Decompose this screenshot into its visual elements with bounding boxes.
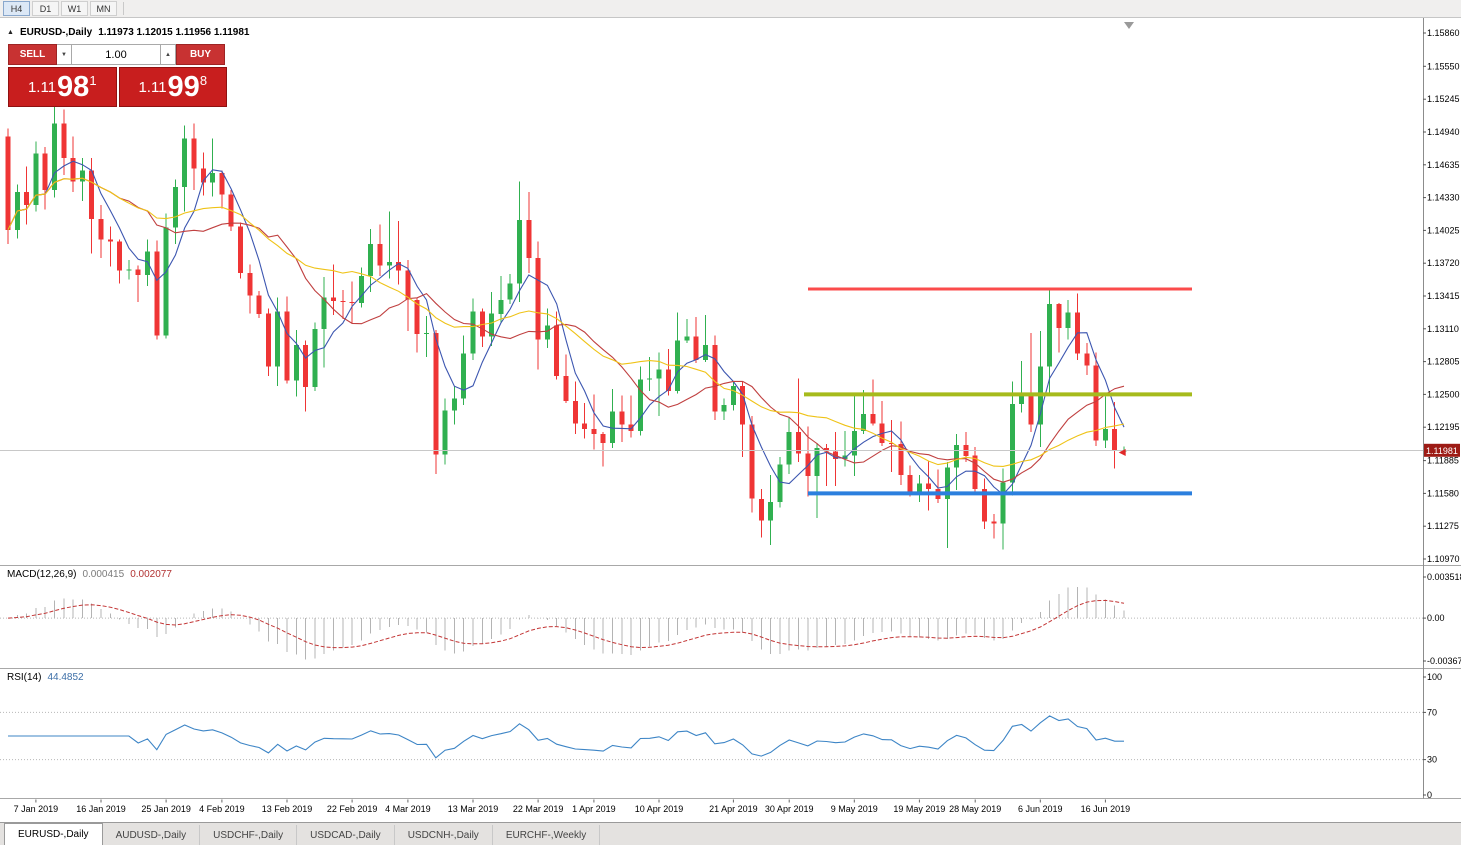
trendlines-layer[interactable] xyxy=(804,287,1192,496)
price-tick-label: 1.14025 xyxy=(1427,225,1460,235)
date-tick-label: 22 Mar 2019 xyxy=(513,804,564,814)
price-tick-label: 1.11580 xyxy=(1427,488,1459,498)
macd-tick-label: -0.00367 xyxy=(1427,656,1461,666)
moving-averages-layer xyxy=(7,160,1125,496)
chart-tab-audusd[interactable]: AUDUSD-,Daily xyxy=(103,825,201,845)
price-tick-label: 1.15550 xyxy=(1427,61,1460,71)
sell-price-base: 1.11 xyxy=(27,78,57,96)
date-tick-label: 1 Apr 2019 xyxy=(572,804,616,814)
volume-input[interactable] xyxy=(72,44,161,65)
chart-canvas[interactable]: 1.15860 1.15550 1.15245 1.14940 1.14635 1.143… xyxy=(0,18,1461,820)
buy-price-base: 1.11 xyxy=(138,78,167,96)
buy-button[interactable]: BUY xyxy=(176,44,225,65)
rsi-name: RSI(14) xyxy=(7,672,42,683)
timeframe-toolbar: H4 D1 W1 MN xyxy=(0,0,1461,18)
date-tick-label: 16 Jan 2019 xyxy=(76,804,126,814)
chart-tab-eurchf[interactable]: EURCHF-,Weekly xyxy=(493,825,601,845)
chart-symbol-title: EURUSD-,Daily xyxy=(19,27,93,38)
price-tick-label: 1.11885 xyxy=(1427,456,1459,466)
trade-controls-row: SELL ▼ ▲ BUY xyxy=(8,44,227,65)
trade-prices-row: 1.11 98 1 1.11 99 8 xyxy=(8,67,227,107)
price-tick-label: 1.13415 xyxy=(1427,291,1460,301)
price-tick-label: 1.15245 xyxy=(1427,94,1460,104)
chart-ohlc-readout: 1.11973 1.12015 1.11956 1.11981 xyxy=(98,27,250,38)
chart-header: ▲ EURUSD-,Daily 1.11973 1.12015 1.11956 … xyxy=(7,27,249,38)
date-tick-label: 4 Mar 2019 xyxy=(385,804,431,814)
macd-tick-label: 0.00 xyxy=(1427,613,1445,623)
date-tick-label: 7 Jan 2019 xyxy=(14,804,59,814)
current-price-badge xyxy=(1424,443,1460,457)
chart-tabs: EURUSD-,Daily AUDUSD-,Daily USDCHF-,Daily U… xyxy=(0,822,1461,845)
price-tick-label: 1.13110 xyxy=(1427,324,1459,334)
date-tick-label: 28 May 2019 xyxy=(949,804,1001,814)
rsi-line xyxy=(8,715,1124,759)
price-tick-label: 1.12805 xyxy=(1427,357,1460,367)
date-tick-label: 9 May 2019 xyxy=(831,804,878,814)
macd-label: MACD(12,26,9) 0.000415 0.002077 xyxy=(7,569,172,580)
price-tick-label: 1.12500 xyxy=(1427,389,1460,399)
macd-tick-label: 0.003518 xyxy=(1427,572,1461,582)
date-tick-label: 19 May 2019 xyxy=(893,804,945,814)
price-arrow-icon xyxy=(1118,449,1126,456)
price-tick-label: 1.15860 xyxy=(1427,28,1460,38)
rsi-tick-label: 30 xyxy=(1427,755,1437,765)
price-tick-label: 1.11275 xyxy=(1427,521,1459,531)
price-tick-label: 1.14330 xyxy=(1427,193,1460,203)
rsi-label: RSI(14) 44.4852 xyxy=(7,672,84,683)
sell-button[interactable]: SELL xyxy=(8,44,57,65)
buy-price-display[interactable]: 1.11 99 8 xyxy=(118,67,227,107)
rsi-value: 44.4852 xyxy=(47,672,84,683)
price-tick-label: 1.10970 xyxy=(1427,554,1460,564)
current-price-label: 1.11981 xyxy=(1426,446,1458,456)
price-tick-label: 1.13720 xyxy=(1427,258,1460,268)
collapse-trade-panel-icon[interactable]: ▲ xyxy=(7,29,14,36)
macd-main-value: 0.000415 xyxy=(82,569,125,580)
ma-line-13 xyxy=(7,177,1125,483)
macd-name: MACD(12,26,9) xyxy=(7,569,77,580)
chart-shift-icon[interactable] xyxy=(1124,22,1134,29)
date-tick-label: 4 Feb 2019 xyxy=(199,804,245,814)
chart-tab-usdchf[interactable]: USDCHF-,Daily xyxy=(200,825,298,845)
price-tick-label: 1.12195 xyxy=(1427,422,1460,432)
date-tick-label: 13 Feb 2019 xyxy=(262,804,313,814)
date-tick-label: 25 Jan 2019 xyxy=(141,804,191,814)
macd-signal-value: 0.002077 xyxy=(130,569,172,580)
chart-tab-eurusd[interactable]: EURUSD-,Daily xyxy=(4,823,103,845)
date-tick-label: 21 Apr 2019 xyxy=(709,804,758,814)
ma-line-21 xyxy=(7,177,1125,467)
date-tick-label: 30 Apr 2019 xyxy=(765,804,814,814)
volume-decrease-icon[interactable]: ▼ xyxy=(57,44,72,65)
date-tick-label: 10 Apr 2019 xyxy=(635,804,684,814)
volume-increase-icon[interactable]: ▲ xyxy=(161,44,176,65)
sell-price-display[interactable]: 1.11 98 1 xyxy=(8,67,117,107)
date-tick-label: 22 Feb 2019 xyxy=(327,804,378,814)
one-click-trading-panel: SELL ▼ ▲ BUY 1.11 98 1 1.11 99 8 xyxy=(8,44,227,107)
timeframe-button-h4[interactable]: H4 xyxy=(3,1,30,16)
price-tick-label: 1.14940 xyxy=(1427,127,1460,137)
chart-tab-usdcnh[interactable]: USDCNH-,Daily xyxy=(395,825,493,845)
sell-price-pips: 98 xyxy=(57,70,90,103)
rsi-tick-label: 0 xyxy=(1427,790,1432,800)
sell-price-pipette: 1 xyxy=(89,73,97,88)
rsi-tick-label: 100 xyxy=(1427,672,1442,682)
date-tick-label: 13 Mar 2019 xyxy=(448,804,499,814)
timeframe-button-d1[interactable]: D1 xyxy=(32,1,59,16)
timeframe-button-w1[interactable]: W1 xyxy=(61,1,88,16)
buy-price-pips: 99 xyxy=(167,70,200,103)
date-tick-label: 6 Jun 2019 xyxy=(1018,804,1063,814)
chart-tab-usdcad[interactable]: USDCAD-,Daily xyxy=(297,825,395,845)
price-axis: 1.15860 1.15550 1.15245 1.14940 1.14635 1.143… xyxy=(1423,28,1460,564)
toolbar-separator xyxy=(123,2,124,15)
macd-signal-line xyxy=(7,599,1125,649)
date-tick-label: 16 Jun 2019 xyxy=(1081,804,1131,814)
price-tick-label: 1.14635 xyxy=(1427,160,1460,170)
macd-histogram-layer xyxy=(16,586,1125,660)
timeframe-button-mn[interactable]: MN xyxy=(90,1,117,16)
buy-price-pipette: 8 xyxy=(199,73,208,88)
candles-layer xyxy=(5,104,1127,550)
rsi-tick-label: 70 xyxy=(1427,707,1437,717)
